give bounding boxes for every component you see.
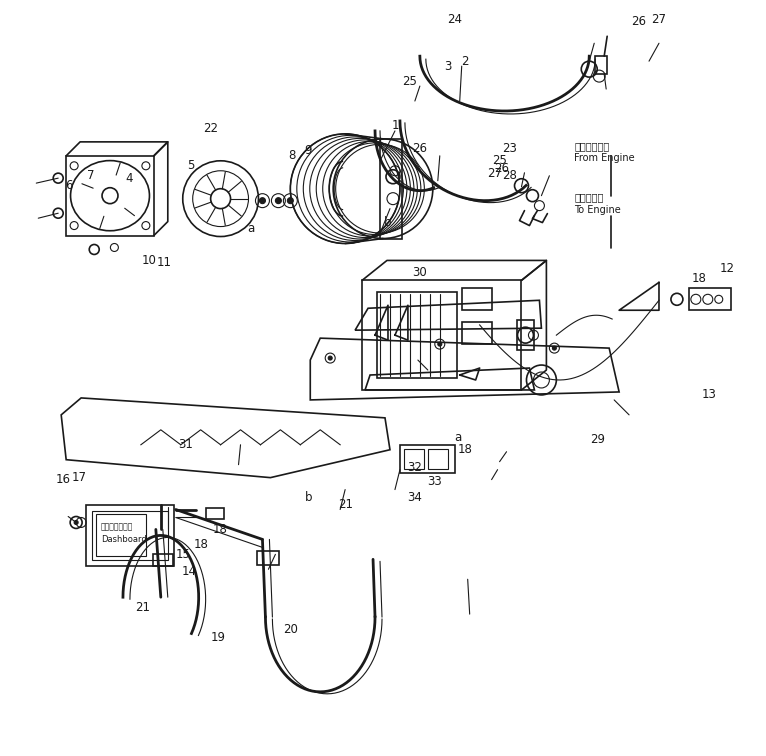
- Bar: [153, 554, 173, 566]
- Circle shape: [287, 197, 293, 203]
- Bar: [462, 322, 492, 344]
- Text: 31: 31: [178, 438, 193, 451]
- Circle shape: [328, 356, 332, 360]
- Text: 28: 28: [502, 169, 517, 182]
- Text: From Engine: From Engine: [574, 153, 635, 163]
- Bar: [205, 507, 224, 519]
- Text: 14: 14: [182, 565, 196, 578]
- Bar: [362, 280, 522, 390]
- Text: 18: 18: [213, 523, 228, 536]
- Text: b: b: [385, 216, 391, 229]
- Text: 12: 12: [719, 262, 735, 275]
- Text: 34: 34: [408, 491, 422, 504]
- Text: 7: 7: [87, 169, 95, 182]
- Circle shape: [438, 342, 442, 346]
- Bar: [377, 293, 457, 378]
- Text: a: a: [247, 222, 254, 235]
- Bar: [428, 449, 448, 469]
- Text: 23: 23: [502, 142, 517, 155]
- Text: 27: 27: [487, 167, 502, 180]
- Text: 21: 21: [338, 498, 352, 511]
- Bar: [462, 288, 492, 310]
- Text: ダッシュボード: ダッシュボード: [101, 522, 133, 531]
- Text: 13: 13: [702, 389, 716, 401]
- Bar: [404, 449, 424, 469]
- Bar: [96, 515, 146, 556]
- Text: 22: 22: [203, 122, 218, 135]
- Text: 18: 18: [457, 443, 472, 456]
- Text: 26: 26: [631, 15, 647, 28]
- Text: 32: 32: [408, 461, 422, 474]
- Text: 16: 16: [56, 473, 70, 486]
- Text: 10: 10: [142, 254, 156, 267]
- Bar: [689, 288, 731, 310]
- Circle shape: [276, 197, 281, 203]
- Text: 20: 20: [283, 623, 298, 636]
- Text: To Engine: To Engine: [574, 205, 621, 215]
- Text: b: b: [305, 491, 312, 504]
- Text: 1: 1: [391, 119, 399, 132]
- Circle shape: [74, 520, 78, 525]
- Text: 15: 15: [175, 548, 190, 561]
- Text: 25: 25: [402, 75, 417, 88]
- Text: 18: 18: [193, 538, 208, 551]
- Bar: [380, 139, 402, 238]
- Bar: [86, 504, 174, 566]
- Text: エンジンへ: エンジンへ: [574, 193, 604, 203]
- Text: 19: 19: [211, 631, 226, 643]
- Text: a: a: [454, 431, 461, 445]
- Text: 26: 26: [412, 142, 427, 155]
- Text: 18: 18: [692, 272, 706, 285]
- Bar: [400, 445, 455, 472]
- Circle shape: [260, 197, 266, 203]
- Text: 4: 4: [125, 172, 133, 185]
- Text: 33: 33: [427, 475, 442, 488]
- Text: 17: 17: [71, 471, 87, 484]
- Text: 2: 2: [461, 54, 469, 68]
- Bar: [595, 56, 607, 74]
- Circle shape: [552, 346, 556, 350]
- Text: Dashboard: Dashboard: [101, 535, 147, 544]
- Text: 24: 24: [447, 13, 462, 26]
- Text: 29: 29: [590, 433, 604, 446]
- Text: エンジンから: エンジンから: [574, 141, 610, 151]
- Text: 8: 8: [289, 150, 296, 163]
- Text: 27: 27: [651, 13, 666, 26]
- Text: 5: 5: [187, 160, 195, 172]
- Bar: [516, 321, 535, 350]
- Bar: [257, 551, 280, 565]
- Bar: [66, 156, 154, 236]
- Text: 21: 21: [136, 601, 150, 614]
- Text: 9: 9: [305, 144, 312, 157]
- Text: 30: 30: [412, 266, 427, 279]
- Text: 26: 26: [494, 163, 509, 175]
- Text: 6: 6: [65, 179, 73, 192]
- Bar: [92, 510, 168, 560]
- Text: 25: 25: [492, 154, 507, 167]
- Text: 11: 11: [156, 256, 172, 269]
- Text: 3: 3: [444, 60, 451, 73]
